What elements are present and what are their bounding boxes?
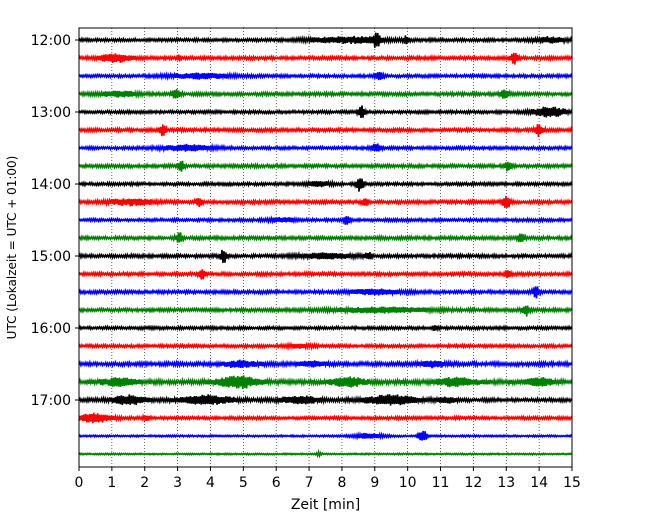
y-tick-label: 17:00 — [31, 393, 71, 409]
x-tick-label: 5 — [239, 475, 248, 491]
y-tick-label: 15:00 — [31, 249, 71, 265]
trace-row — [78, 232, 573, 243]
trace-row — [78, 375, 573, 390]
y-tick-label: 13:00 — [31, 105, 71, 121]
trace-row — [78, 430, 573, 441]
grid-lines — [111, 28, 540, 467]
x-tick-label: 2 — [140, 475, 149, 491]
x-tick-label: 0 — [75, 475, 84, 491]
trace-row — [78, 88, 573, 100]
x-tick-label: 9 — [370, 475, 379, 491]
x-axis-label: Zeit [min] — [291, 497, 360, 513]
trace-row — [78, 105, 573, 119]
trace-row — [78, 341, 573, 352]
trace-row — [78, 448, 573, 459]
y-tick-label: 16:00 — [31, 321, 71, 337]
trace-row — [78, 412, 573, 424]
y-axis-ticks: 12:00 13:00 14:00 15:00 16:00 17:00 — [31, 33, 79, 409]
plot-frame — [78, 27, 573, 468]
trace-row — [78, 32, 573, 48]
x-tick-label: 11 — [432, 475, 450, 491]
y-axis-label: UTC (Lokalzeit = UTC + 01:00) — [5, 156, 19, 340]
y-tick-label: 14:00 — [31, 177, 71, 193]
x-tick-label: 4 — [206, 475, 215, 491]
x-tick-label: 10 — [399, 475, 417, 491]
trace-row — [78, 52, 573, 65]
x-axis-ticks: 0 1 2 3 4 5 6 7 8 9 10 11 12 13 14 15 — [75, 467, 581, 491]
x-tick-label: 12 — [464, 475, 482, 491]
trace-row — [78, 324, 573, 333]
trace-row — [78, 249, 573, 263]
x-tick-label: 15 — [563, 475, 581, 491]
x-tick-label: 7 — [305, 475, 314, 491]
trace-row — [78, 160, 573, 172]
trace-row — [78, 358, 573, 369]
trace-row — [78, 394, 573, 406]
x-tick-label: 3 — [173, 475, 182, 491]
trace-row — [78, 195, 573, 209]
trace-row — [78, 124, 573, 137]
x-tick-label: 1 — [107, 475, 116, 491]
trace-row — [78, 304, 573, 317]
seismogram-traces — [78, 32, 573, 459]
trace-row — [78, 215, 573, 225]
trace-row — [78, 178, 573, 192]
x-tick-label: 13 — [497, 475, 515, 491]
trace-row — [78, 142, 573, 154]
y-tick-label: 12:00 — [31, 33, 71, 49]
x-tick-label: 14 — [530, 475, 548, 491]
trace-row — [78, 269, 573, 280]
trace-row — [78, 286, 573, 299]
x-tick-label: 8 — [337, 475, 346, 491]
trace-row — [78, 70, 573, 82]
x-tick-label: 6 — [272, 475, 281, 491]
